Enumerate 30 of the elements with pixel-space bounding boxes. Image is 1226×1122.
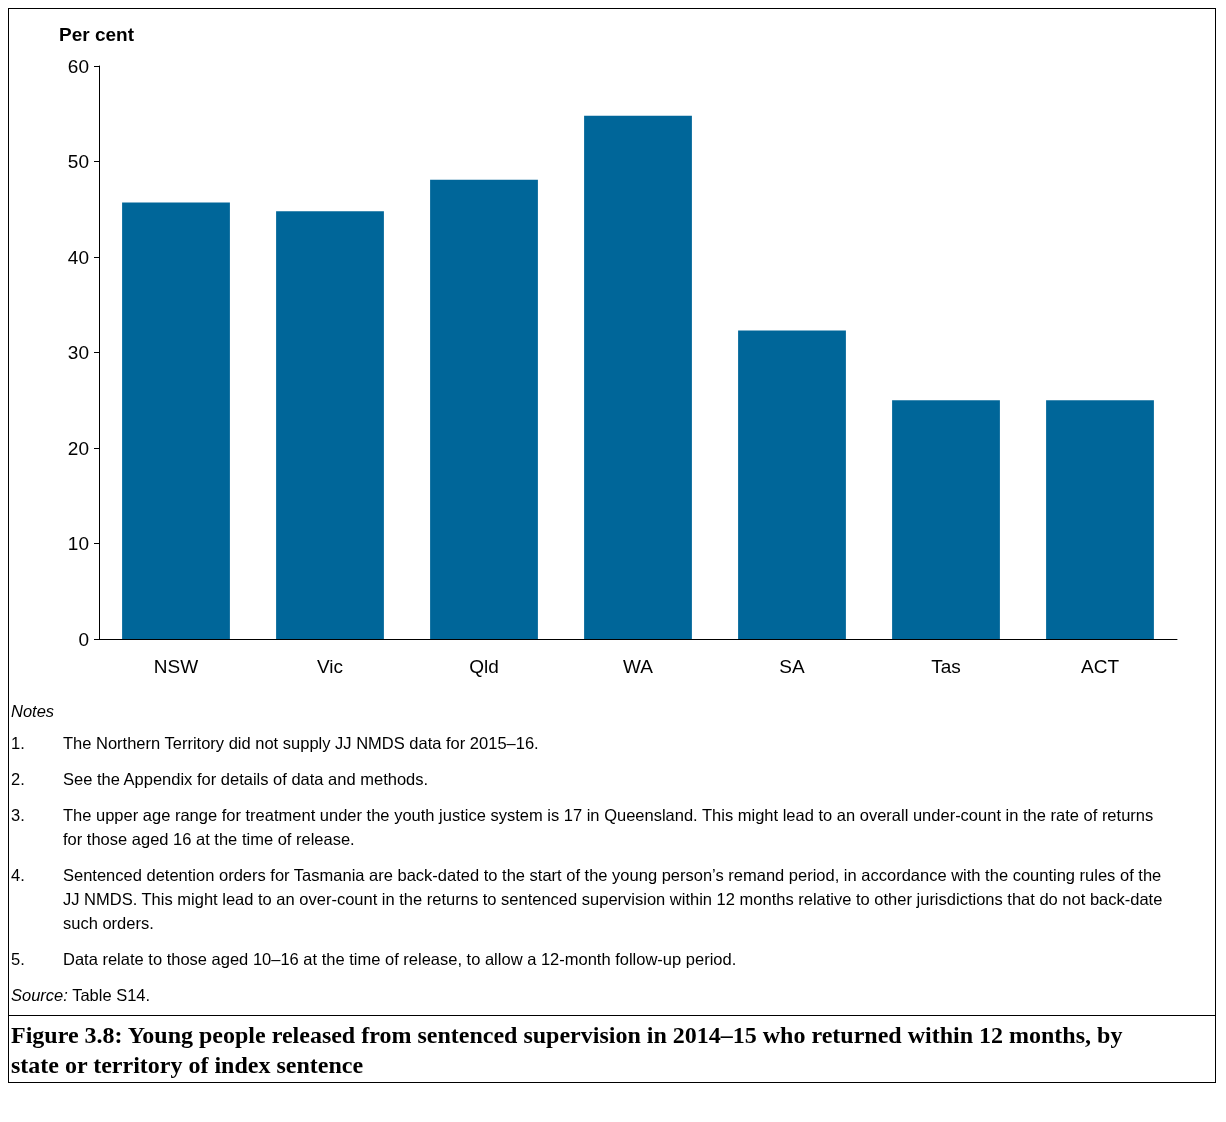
- bar: [892, 400, 1000, 639]
- x-tick-label: Qld: [469, 656, 499, 677]
- y-tick-label: 50: [67, 151, 89, 172]
- y-tick-label: 0: [78, 628, 89, 650]
- text: 1. The Northern Territory did not supply JJ NMDS data for 2015–16.: [11, 734, 539, 752]
- text: 5. Data relate to those aged 10–16 at the time of release, to allow a 12-month follow-up period.: [11, 950, 737, 968]
- y-tick-label: 40: [67, 246, 89, 268]
- source-note: Source: Table S14.: [11, 985, 152, 1006]
- x-tick-label: WA: [623, 656, 654, 677]
- bar: [430, 179, 538, 639]
- y-tick-label: 60: [67, 55, 89, 77]
- x-tick-label: SA: [779, 656, 805, 677]
- bar: [738, 330, 846, 639]
- x-tick-label: ACT: [1081, 656, 1120, 677]
- y-tick-label: 10: [67, 533, 89, 554]
- bar: [584, 115, 692, 639]
- y-axis-title: Per cent: [59, 24, 135, 45]
- text: 3. The upper age range for treatment under the youth justice system is 17 in Queensland. This might lead to an overall under-count in the rate of returns for those aged 16 at the time of release.: [11, 806, 1154, 848]
- x-tick-label: Tas: [931, 656, 961, 677]
- x-tick-label: NSW: [153, 656, 199, 677]
- y-tick-label: 20: [67, 437, 89, 459]
- bar: [276, 211, 384, 639]
- x-tick-label: Vic: [316, 656, 344, 677]
- bar: [122, 202, 230, 639]
- text: Figure 3.8: Young people released from sentenced supervision in 2014–15 who returned within 12 months, by state or territory of index sentence: [9, 1015, 1215, 1082]
- y-tick-label: 30: [67, 342, 89, 363]
- text: Notes: [11, 702, 55, 720]
- text: 4. Sentenced detention orders for Tasmania are back-dated to the start of the young person’s remand period, in accordance with the counting rules of the JJ NMDS. This might lead to an over-count in the returns to sentenced supervision within 12 months relative to other jurisdictions that do not back-date such orders.: [11, 866, 1163, 932]
- text: 2. See the Appendix for details of data and methods.: [11, 770, 429, 788]
- bar: [1046, 400, 1154, 639]
